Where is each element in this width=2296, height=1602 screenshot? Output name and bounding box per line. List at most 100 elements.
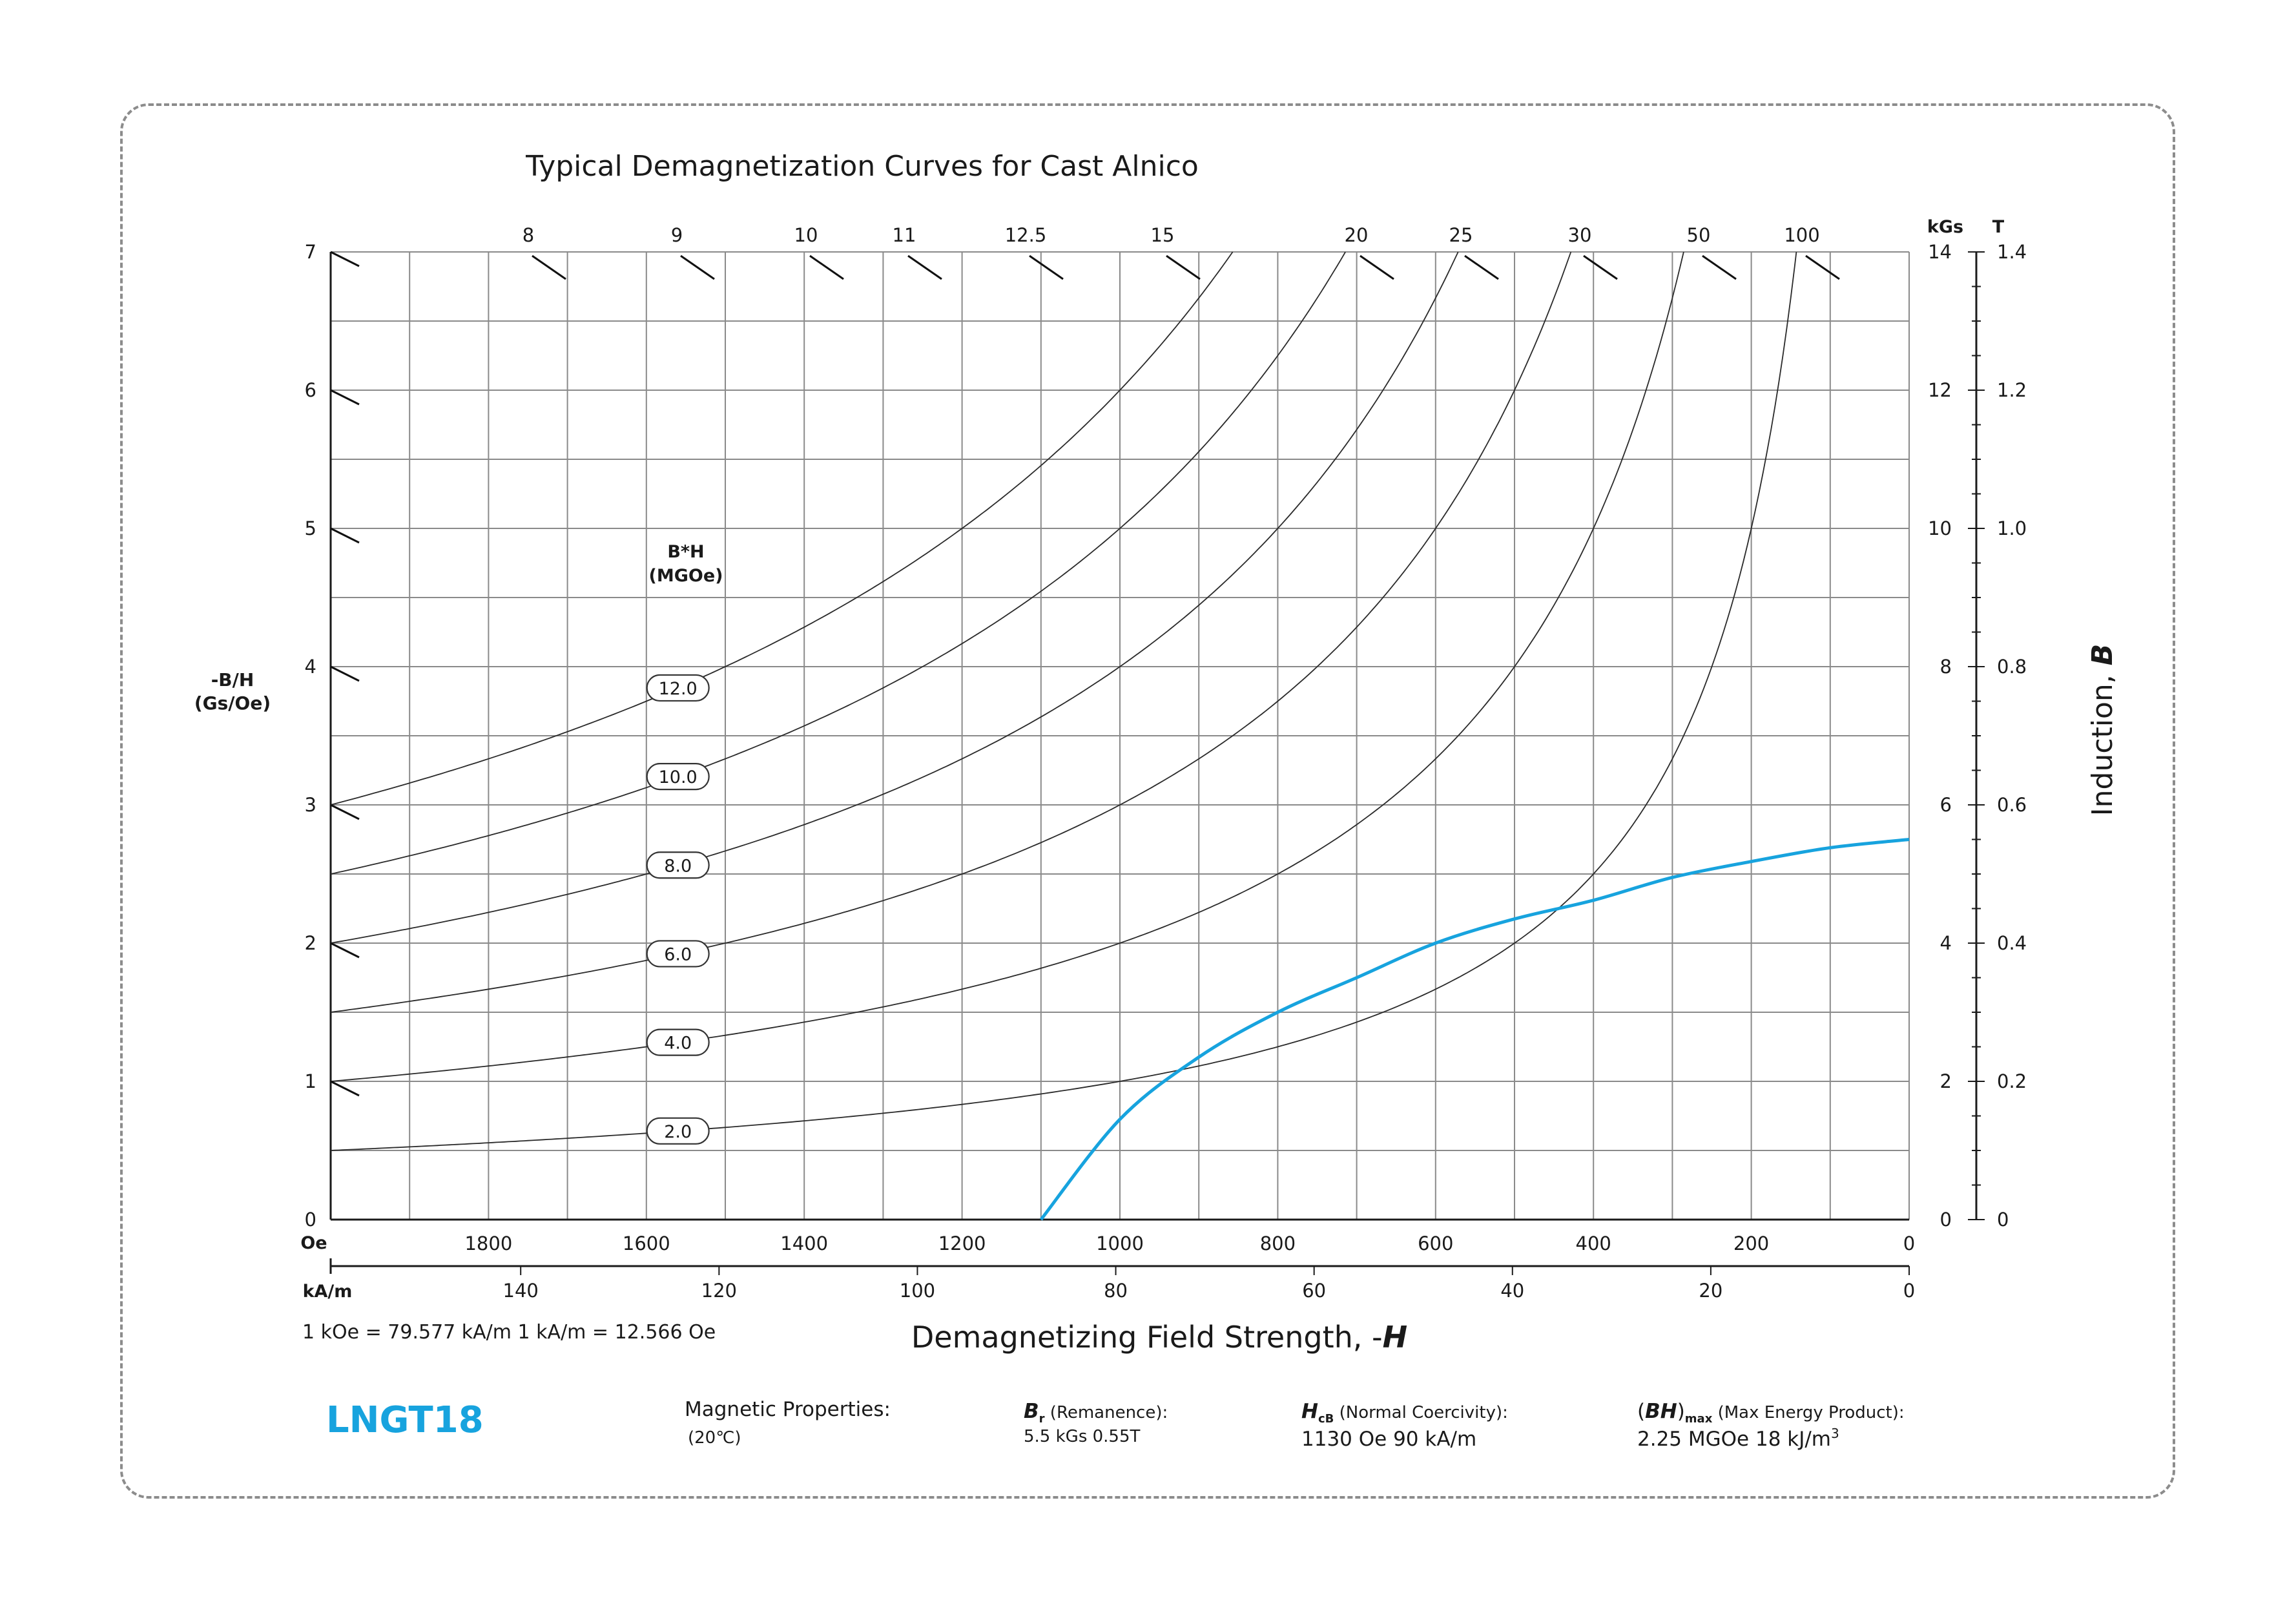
ka-tick-label: 60 bbox=[1302, 1280, 1326, 1302]
kgs-tick-label: 0 bbox=[1940, 1209, 1952, 1231]
slope-label: 50 bbox=[1687, 224, 1711, 246]
slope-mark-top bbox=[1702, 255, 1737, 280]
slope-tick-label: 1 bbox=[305, 1070, 316, 1092]
demag-curve-LNGT18 bbox=[1039, 838, 1910, 1221]
slope-tick-label: 4 bbox=[305, 656, 316, 678]
ka-tick-label: 120 bbox=[701, 1280, 737, 1302]
slope-mark-left bbox=[330, 665, 360, 682]
slope-label: 25 bbox=[1449, 224, 1473, 246]
slope-axis-unit: (Gs/Oe) bbox=[194, 692, 271, 714]
slope-mark-left bbox=[330, 942, 360, 959]
oe-unit: Oe bbox=[300, 1233, 327, 1253]
tesla-tick-label: 1.2 bbox=[1997, 379, 2027, 401]
ka-tick-label: 40 bbox=[1500, 1280, 1524, 1302]
x-axis-label: Demagnetizing Field Strength, -H bbox=[911, 1320, 1407, 1355]
ka-tick-label: 100 bbox=[900, 1280, 935, 1302]
slope-mark-top bbox=[1583, 255, 1618, 280]
slope-tick-label: 5 bbox=[305, 517, 316, 539]
oe-tick-label: 1600 bbox=[623, 1233, 670, 1254]
conversion-note: 1 kOe = 79.577 kA/m 1 kA/m = 12.566 Oe bbox=[302, 1321, 716, 1344]
bh-curves bbox=[330, 251, 1797, 1151]
bh-label: 2.0 bbox=[664, 1122, 692, 1142]
slope-tick-label: 7 bbox=[305, 241, 316, 263]
properties-temp: (20℃) bbox=[688, 1428, 741, 1448]
slope-label: 15 bbox=[1151, 224, 1175, 246]
slope-mark-top bbox=[907, 255, 942, 280]
tesla-tick-label: 0 bbox=[1997, 1209, 2009, 1231]
slope-mark-top bbox=[1805, 255, 1840, 280]
slope-axis-label: -B/H bbox=[211, 669, 254, 691]
chart-title: Typical Demagnetization Curves for Cast … bbox=[525, 150, 1199, 183]
kgs-unit: kGs bbox=[1927, 217, 1963, 237]
slope-mark-left bbox=[330, 389, 360, 406]
kgs-tick-label: 14 bbox=[1928, 241, 1952, 263]
ka-unit: kA/m bbox=[303, 1282, 353, 1302]
kgs-tick-label: 10 bbox=[1928, 517, 1952, 539]
ka-tick-label: 0 bbox=[1903, 1280, 1915, 1302]
tesla-tick-label: 0.8 bbox=[1997, 656, 2027, 678]
slope-label: 8 bbox=[522, 224, 534, 246]
bh-label: 6.0 bbox=[664, 944, 692, 964]
bh-curve bbox=[330, 251, 1346, 875]
chart-frame bbox=[120, 103, 2175, 1499]
ka-tick-label: 140 bbox=[503, 1280, 539, 1302]
bh-curve bbox=[330, 251, 1459, 944]
slope-mark-top bbox=[809, 255, 844, 280]
slope-label: 9 bbox=[671, 224, 683, 246]
slope-mark-top bbox=[1166, 255, 1201, 280]
oe-tick-label: 800 bbox=[1260, 1233, 1296, 1254]
slope-mark-top bbox=[1464, 255, 1499, 280]
bh-label-box bbox=[646, 674, 710, 702]
bh-labels: 2.0 4.0 6.0 8.0 10.0 12.0 bbox=[646, 674, 710, 1145]
slope-label: 20 bbox=[1345, 224, 1369, 246]
tesla-unit: T bbox=[1992, 217, 2005, 237]
ka-tick-label: 20 bbox=[1699, 1280, 1722, 1302]
grid bbox=[329, 251, 1910, 1221]
bh-header: B*H bbox=[667, 542, 704, 562]
bh-label: 10.0 bbox=[659, 767, 698, 787]
slope-label: 12.5 bbox=[1005, 224, 1047, 246]
bh-label-box bbox=[646, 1117, 710, 1145]
bhmax-value: 2.25 MGOe 18 kJ/m3 bbox=[1637, 1426, 1839, 1451]
kgs-tick-label: 12 bbox=[1928, 379, 1952, 401]
kgs-tick-label: 8 bbox=[1940, 656, 1952, 678]
oe-tick-label: 400 bbox=[1576, 1233, 1611, 1254]
oe-tick-label: 1400 bbox=[780, 1233, 828, 1254]
slope-mark-left bbox=[330, 527, 360, 544]
bh-label-box bbox=[646, 851, 710, 879]
ka-tick-label: 80 bbox=[1104, 1280, 1128, 1302]
slope-label: 11 bbox=[893, 224, 916, 246]
slope-label: 100 bbox=[1784, 224, 1819, 246]
bh-curve bbox=[330, 251, 1797, 1151]
tesla-tick-label: 0.6 bbox=[1997, 794, 2027, 816]
slope-marks: 8 9 10 11 12.5 15 20 25 30 50 100 bbox=[330, 224, 1840, 1097]
slope-mark-left bbox=[330, 804, 360, 820]
kgs-tick-label: 4 bbox=[1940, 932, 1952, 954]
tesla-tick-label: 1.4 bbox=[1997, 241, 2027, 263]
axis-ticks: 012345670246810121400.20.40.60.81.01.21.… bbox=[305, 241, 2027, 1302]
tesla-tick-label: 0.2 bbox=[1997, 1070, 2027, 1092]
bh-label: 8.0 bbox=[664, 856, 692, 876]
slope-mark-top bbox=[1360, 255, 1394, 280]
oe-tick-label: 1000 bbox=[1096, 1233, 1144, 1254]
slope-mark-top bbox=[680, 255, 715, 280]
slope-mark-top bbox=[1029, 255, 1064, 280]
bh-header-unit: (MGOe) bbox=[649, 566, 723, 586]
bh-curve bbox=[330, 251, 1572, 1013]
hcb-label: HcB (Normal Coercivity): bbox=[1301, 1400, 1508, 1426]
bhmax-label: (BH)max (Max Energy Product): bbox=[1637, 1400, 1905, 1426]
slope-tick-label: 0 bbox=[305, 1209, 316, 1231]
oe-tick-label: 0 bbox=[1903, 1233, 1915, 1254]
slope-mark-top bbox=[532, 255, 566, 280]
oe-tick-label: 200 bbox=[1733, 1233, 1769, 1254]
slope-label: 30 bbox=[1568, 224, 1592, 246]
slope-mark-left bbox=[330, 251, 360, 267]
bh-label: 4.0 bbox=[664, 1034, 692, 1054]
bh-curve bbox=[330, 251, 1684, 1082]
bh-label: 12.0 bbox=[659, 679, 698, 699]
bh-curve bbox=[330, 251, 1234, 806]
tesla-tick-label: 0.4 bbox=[1997, 932, 2027, 954]
slope-tick-label: 3 bbox=[305, 794, 316, 816]
slope-mark-left bbox=[330, 1080, 360, 1097]
oe-tick-label: 600 bbox=[1418, 1233, 1453, 1254]
